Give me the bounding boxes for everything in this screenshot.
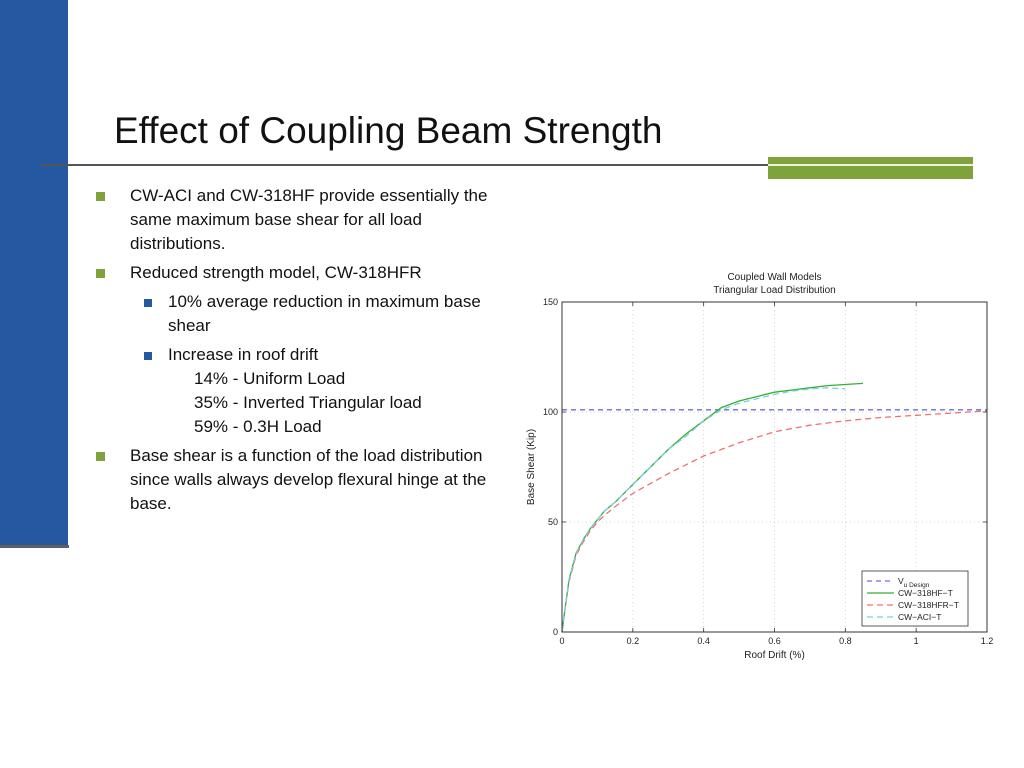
x-tick-label: 0.2	[627, 636, 640, 646]
bullet-marker	[96, 192, 105, 201]
series-line	[561, 387, 846, 633]
x-tick-label: 0	[559, 636, 564, 646]
chart-title: Coupled Wall Models	[727, 272, 821, 283]
bullet-marker	[96, 452, 105, 461]
y-tick-label: 50	[548, 517, 558, 527]
sub-bullet-detail-line: 59% - 0.3H Load	[194, 417, 322, 436]
sub-bullet-item: Increase in roof drift 14% - Uniform Loa…	[92, 343, 502, 439]
x-tick-label: 1	[914, 636, 919, 646]
series-line	[561, 410, 988, 633]
sub-bullet-detail-line: 14% - Uniform Load	[194, 369, 346, 388]
bullet-item: Reduced strength model, CW-318HFR	[92, 261, 502, 285]
slide-title: Effect of Coupling Beam Strength	[114, 110, 663, 151]
bullet-item: Base shear is a function of the load dis…	[92, 444, 502, 516]
x-tick-label: 1.2	[981, 636, 994, 646]
x-tick-label: 0.4	[697, 636, 710, 646]
bullet-text: Reduced strength model, CW-318HFR	[130, 263, 422, 282]
title-underline	[40, 164, 973, 166]
title-accent-line	[768, 164, 973, 166]
x-tick-label: 0.6	[768, 636, 781, 646]
sub-bullet-marker	[144, 352, 152, 360]
y-tick-label: 100	[543, 407, 558, 417]
chart-container: 0 0.2 0.4 0.6 0.8 1 1.2 0 50 100 150 Coupled Wall M…	[515, 262, 1005, 667]
bullet-list: CW-ACI and CW-318HF provide essentially …	[92, 184, 502, 521]
x-axis-label: Roof Drift (%)	[744, 650, 805, 661]
x-tick-label: 0.8	[839, 636, 852, 646]
legend-label: CW−318HFR−T	[898, 600, 959, 610]
bullet-text: Base shear is a function of the load dis…	[130, 446, 487, 513]
left-sidebar-bar	[0, 0, 68, 545]
sub-bullet-detail-line: 35% - Inverted Triangular load	[194, 393, 422, 412]
y-tick-label: 150	[543, 297, 558, 307]
title-accent-bar	[768, 157, 973, 179]
bullet-item: CW-ACI and CW-318HF provide essentially …	[92, 184, 502, 256]
bullet-marker	[96, 269, 105, 278]
bullet-text: CW-ACI and CW-318HF provide essentially …	[130, 186, 488, 253]
y-axis-label: Base Shear (Kip)	[526, 429, 537, 505]
left-sidebar-shadow	[0, 545, 69, 548]
sub-bullet-item: 10% average reduction in maximum base sh…	[92, 290, 502, 338]
y-tick-label: 0	[553, 627, 558, 637]
legend-label: CW−ACI−T	[898, 612, 941, 622]
legend-label: CW−318HF−T	[898, 588, 953, 598]
plot-frame	[561, 301, 988, 633]
chart-subtitle: Triangular Load Distribution	[713, 285, 835, 296]
sub-bullet-marker	[144, 299, 152, 307]
sub-bullet-text: Increase in roof drift	[168, 345, 319, 364]
base-shear-chart: 0 0.2 0.4 0.6 0.8 1 1.2 0 50 100 150 Coupled Wall M…	[526, 272, 994, 661]
legend-label: Vu Design	[898, 576, 930, 589]
sub-bullet-text: 10% average reduction in maximum base sh…	[168, 292, 481, 335]
